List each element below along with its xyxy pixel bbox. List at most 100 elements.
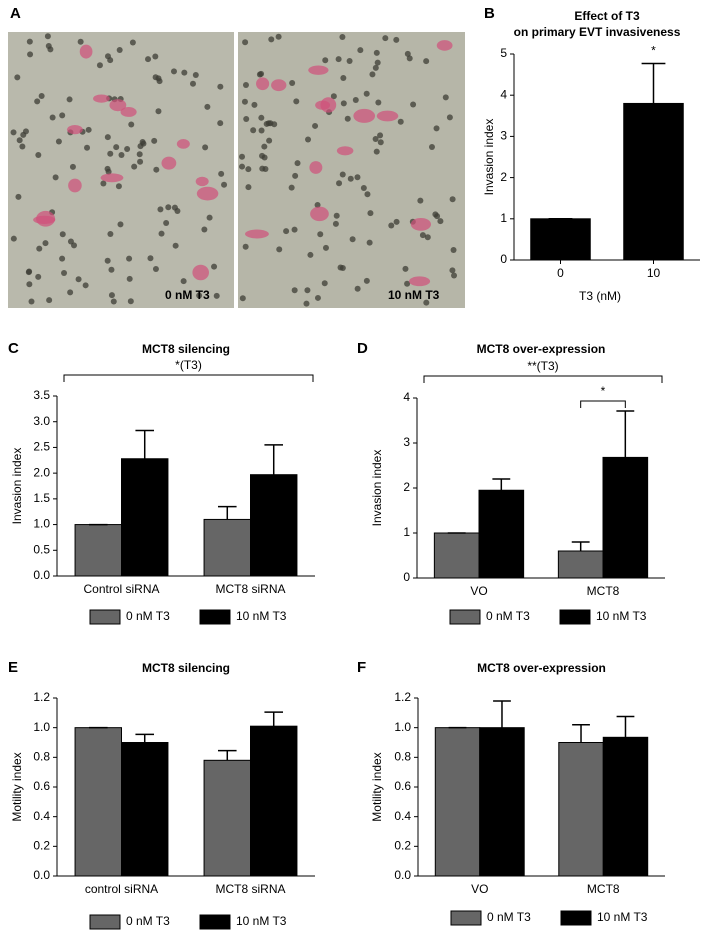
invasive-cell bbox=[195, 176, 209, 187]
chart-title: Effect of T3 bbox=[574, 9, 640, 23]
cell bbox=[346, 57, 353, 64]
y-tick-label: 3 bbox=[403, 435, 410, 449]
cell bbox=[363, 90, 370, 97]
legend-label: 0 nM T3 bbox=[126, 914, 170, 928]
cell bbox=[446, 114, 453, 121]
y-tick-label: 4 bbox=[500, 87, 507, 101]
x-tick-label: MCT8 bbox=[587, 882, 620, 896]
legend-label: 10 nM T3 bbox=[597, 910, 648, 924]
invasive-cell bbox=[376, 110, 399, 122]
cell bbox=[201, 226, 208, 233]
cell bbox=[136, 151, 143, 158]
cell bbox=[61, 269, 68, 276]
cell bbox=[424, 234, 431, 241]
invasive-cell bbox=[310, 206, 329, 222]
cell bbox=[34, 98, 41, 105]
cell bbox=[340, 74, 347, 81]
cell bbox=[35, 273, 42, 280]
cell bbox=[404, 50, 411, 57]
cell bbox=[293, 98, 300, 105]
cell bbox=[375, 99, 382, 106]
cell bbox=[373, 148, 380, 155]
bar bbox=[558, 742, 604, 877]
bracket bbox=[580, 400, 626, 409]
cell bbox=[449, 267, 456, 274]
cell bbox=[239, 163, 246, 170]
y-axis-label: Motility index bbox=[10, 752, 24, 821]
cell bbox=[158, 230, 165, 237]
chart-title: MCT8 over-expression bbox=[477, 342, 606, 356]
cell bbox=[305, 136, 312, 143]
y-tick-label: 1.0 bbox=[33, 517, 50, 531]
panel-label: D bbox=[357, 340, 368, 357]
y-tick-label: 1.5 bbox=[33, 491, 50, 505]
bar bbox=[602, 456, 649, 579]
invasive-cell bbox=[353, 108, 376, 123]
legend-label: 0 nM T3 bbox=[487, 910, 531, 924]
cell bbox=[104, 134, 111, 141]
invasive-cell bbox=[79, 44, 93, 59]
cell bbox=[137, 158, 144, 165]
cell bbox=[312, 122, 319, 129]
cell bbox=[292, 172, 299, 179]
invasive-cell bbox=[68, 178, 82, 193]
cell bbox=[259, 165, 266, 172]
cell bbox=[349, 236, 356, 243]
cell bbox=[151, 137, 158, 144]
cell bbox=[192, 72, 199, 79]
cell bbox=[332, 220, 339, 227]
invasive-cell bbox=[308, 65, 329, 75]
cell bbox=[49, 114, 56, 121]
cell bbox=[354, 174, 361, 181]
micrograph bbox=[8, 32, 234, 308]
cell bbox=[442, 94, 449, 101]
x-tick-label: Control siRNA bbox=[83, 582, 159, 596]
legend-label: 0 nM T3 bbox=[126, 609, 170, 623]
cell bbox=[152, 74, 159, 81]
chart-subtitle: on primary EVT invasiveness bbox=[514, 25, 681, 39]
cell bbox=[276, 246, 283, 253]
invasive-cell bbox=[36, 210, 56, 227]
cell bbox=[107, 231, 114, 238]
cell bbox=[59, 112, 66, 119]
cell bbox=[152, 266, 159, 273]
cell bbox=[10, 129, 17, 136]
cell bbox=[157, 206, 164, 213]
cell bbox=[38, 92, 45, 99]
cell bbox=[126, 255, 133, 262]
invasive-cell bbox=[93, 94, 110, 103]
cell bbox=[77, 38, 84, 45]
cell bbox=[84, 144, 91, 151]
invasive-cell bbox=[336, 146, 354, 156]
cell bbox=[26, 38, 33, 45]
cell bbox=[275, 33, 282, 40]
cell bbox=[451, 272, 458, 279]
cell bbox=[352, 96, 359, 103]
cell bbox=[303, 300, 310, 307]
cell bbox=[115, 183, 122, 190]
cell bbox=[373, 49, 380, 56]
y-tick-label: 0.4 bbox=[394, 809, 411, 823]
bar bbox=[203, 518, 251, 577]
cell bbox=[181, 69, 188, 76]
bar bbox=[121, 742, 169, 877]
photo-caption: 10 nM T3 bbox=[388, 288, 440, 302]
bar bbox=[250, 725, 298, 877]
photo-caption: 0 nM T3 bbox=[165, 288, 210, 302]
panel-label: F bbox=[357, 659, 366, 676]
cell bbox=[317, 231, 324, 238]
y-tick-label: 4 bbox=[403, 390, 410, 404]
invasive-cell bbox=[315, 100, 331, 110]
cell bbox=[336, 180, 343, 187]
cell bbox=[221, 181, 228, 188]
y-axis-label: Invasion index bbox=[482, 119, 496, 196]
cell bbox=[333, 212, 340, 219]
cell bbox=[147, 255, 154, 262]
cell bbox=[104, 53, 111, 60]
cell bbox=[239, 153, 246, 160]
cell bbox=[59, 255, 66, 262]
cell bbox=[374, 59, 381, 66]
cell bbox=[59, 231, 66, 238]
y-tick-label: 0.0 bbox=[33, 868, 50, 882]
cell bbox=[377, 139, 384, 146]
